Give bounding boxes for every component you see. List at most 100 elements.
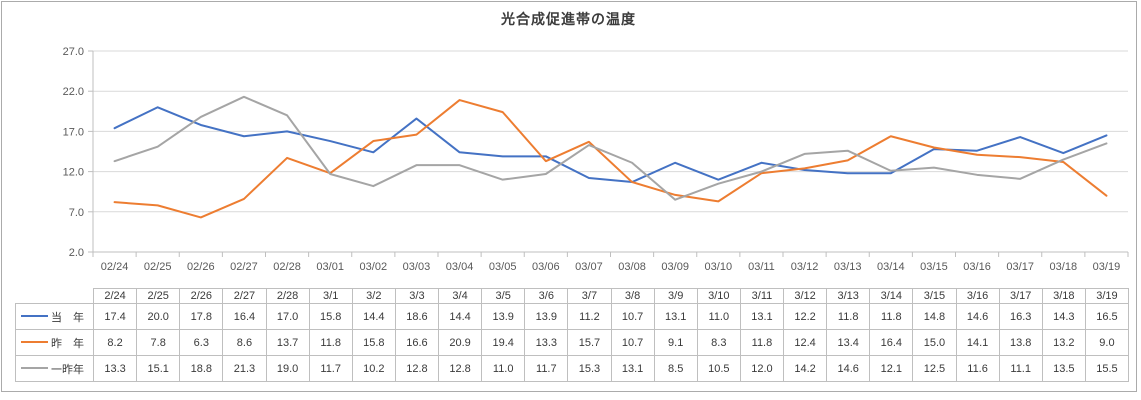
table-header-cell: 2/26 xyxy=(179,288,224,304)
table-header-cell: 3/5 xyxy=(481,288,526,304)
table-header-cell: 2/24 xyxy=(92,288,138,304)
table-header-cell: 3/7 xyxy=(567,288,612,304)
table-value-cell: 11.8 xyxy=(869,303,914,330)
table-value-cell: 16.4 xyxy=(869,329,914,356)
y-axis-label: 22.0 xyxy=(63,86,84,98)
table-value-cell: 10.7 xyxy=(610,303,655,330)
table-value-cell: 11.7 xyxy=(524,355,569,382)
y-axis-label: 12.0 xyxy=(63,167,84,179)
table-value-cell: 11.8 xyxy=(826,303,871,330)
legend-cell: 当 年 xyxy=(15,303,94,330)
table-value-cell: 11.0 xyxy=(696,303,741,330)
table-value-cell: 19.4 xyxy=(481,329,526,356)
table-value-cell: 13.8 xyxy=(998,329,1043,356)
legend-cell: 一昨年 xyxy=(15,355,94,382)
table-corner-blank xyxy=(16,289,94,304)
table-value-cell: 14.2 xyxy=(782,355,828,382)
table-header-cell: 3/19 xyxy=(1084,288,1130,304)
table-value-cell: 13.1 xyxy=(739,303,785,330)
table-value-cell: 16.3 xyxy=(998,303,1043,330)
table-value-cell: 11.8 xyxy=(739,329,785,356)
x-axis-label: 03/02 xyxy=(360,261,388,273)
table-header-cell: 3/14 xyxy=(869,288,914,304)
table-value-cell: 9.1 xyxy=(653,329,698,356)
table-value-cell: 14.4 xyxy=(437,303,483,330)
table-value-cell: 13.1 xyxy=(610,355,655,382)
y-axis-label: 27.0 xyxy=(63,46,84,58)
x-axis-label: 03/06 xyxy=(532,261,560,273)
table-header-cell: 3/4 xyxy=(437,288,483,304)
table-value-cell: 12.2 xyxy=(782,303,828,330)
table-value-cell: 11.2 xyxy=(567,303,612,330)
table-value-cell: 13.9 xyxy=(481,303,526,330)
table-value-cell: 15.3 xyxy=(567,355,612,382)
legend-line-icon xyxy=(21,314,48,317)
table-value-cell: 18.6 xyxy=(394,303,440,330)
table-value-cell: 11.1 xyxy=(998,355,1043,382)
table-value-cell: 14.8 xyxy=(912,303,957,330)
table-value-cell: 17.0 xyxy=(265,303,310,330)
x-axis-label: 02/27 xyxy=(230,261,258,273)
table-value-cell: 12.0 xyxy=(739,355,785,382)
table-header-cell: 3/13 xyxy=(826,288,871,304)
series-line-2 xyxy=(113,99,1108,219)
table-value-cell: 12.8 xyxy=(437,355,483,382)
table-header-cell: 3/12 xyxy=(782,288,828,304)
table-value-cell: 14.1 xyxy=(955,329,1000,356)
table-value-cell: 14.6 xyxy=(955,303,1000,330)
table-value-cell: 14.3 xyxy=(1041,303,1086,330)
x-axis-label: 02/28 xyxy=(273,261,301,273)
table-value-cell: 15.8 xyxy=(351,329,396,356)
x-axis-label: 03/13 xyxy=(834,261,862,273)
table-value-cell: 11.8 xyxy=(308,329,353,356)
table-header-cell: 3/9 xyxy=(653,288,698,304)
chart-title: 光合成促進帯の温度 xyxy=(501,11,636,27)
table-value-cell: 10.2 xyxy=(351,355,396,382)
x-axis-label: 03/16 xyxy=(963,261,991,273)
table-header-cell: 2/25 xyxy=(136,288,181,304)
table-header-cell: 2/28 xyxy=(265,288,310,304)
table-value-cell: 18.8 xyxy=(179,355,224,382)
table-header-cell: 2/27 xyxy=(222,288,267,304)
table-value-cell: 11.0 xyxy=(481,355,526,382)
table-value-cell: 16.4 xyxy=(222,303,267,330)
table-value-cell: 13.1 xyxy=(653,303,698,330)
x-axis-label: 03/05 xyxy=(489,261,517,273)
table-value-cell: 16.5 xyxy=(1084,303,1130,330)
x-axis-label: 03/14 xyxy=(877,261,905,273)
legend-series-name: 当 年 xyxy=(51,311,84,324)
table-value-cell: 19.0 xyxy=(265,355,310,382)
table-header-cell: 3/11 xyxy=(739,288,785,304)
table-value-cell: 15.1 xyxy=(136,355,181,382)
legend-cell: 昨 年 xyxy=(15,329,94,356)
table-header-cell: 3/6 xyxy=(524,288,569,304)
x-axis-label: 03/11 xyxy=(748,261,775,273)
table-value-cell: 12.4 xyxy=(782,329,828,356)
legend-line-icon xyxy=(21,340,48,343)
table-value-cell: 15.8 xyxy=(308,303,353,330)
x-axis-label: 03/17 xyxy=(1006,261,1034,273)
table-value-cell: 20.0 xyxy=(136,303,181,330)
x-axis-label: 03/15 xyxy=(920,261,948,273)
table-header-cell: 3/3 xyxy=(394,288,440,304)
table-value-cell: 13.3 xyxy=(524,329,569,356)
table-value-cell: 15.7 xyxy=(567,329,612,356)
table-value-cell: 13.3 xyxy=(92,355,138,382)
table-header-cell: 3/10 xyxy=(696,288,741,304)
table-value-cell: 13.2 xyxy=(1041,329,1086,356)
table-value-cell: 10.7 xyxy=(610,329,655,356)
series-line-3 xyxy=(113,95,1108,201)
table-row-series-3: 一昨年 13.3 15.1 18.8 21.3 19.0 11.7 10.2 12.8 12.8 1… xyxy=(15,355,1130,382)
table-value-cell: 8.5 xyxy=(653,355,698,382)
table-header-row: 2/24 2/25 2/26 2/27 2/28 3/1 3/2 3/3 3/4 3/5 3/6 3/… xyxy=(16,288,1130,304)
table-value-cell: 8.3 xyxy=(696,329,741,356)
table-value-cell: 8.6 xyxy=(222,329,267,356)
table-value-cell: 10.5 xyxy=(696,355,741,382)
x-axis-label: 03/09 xyxy=(661,261,689,273)
y-axis-label: 7.0 xyxy=(69,207,84,219)
table-value-cell: 15.5 xyxy=(1084,355,1130,382)
table-value-cell: 13.4 xyxy=(826,329,871,356)
table-value-cell: 12.5 xyxy=(912,355,957,382)
legend-series-name: 昨 年 xyxy=(51,337,84,350)
table-value-cell: 12.1 xyxy=(869,355,914,382)
